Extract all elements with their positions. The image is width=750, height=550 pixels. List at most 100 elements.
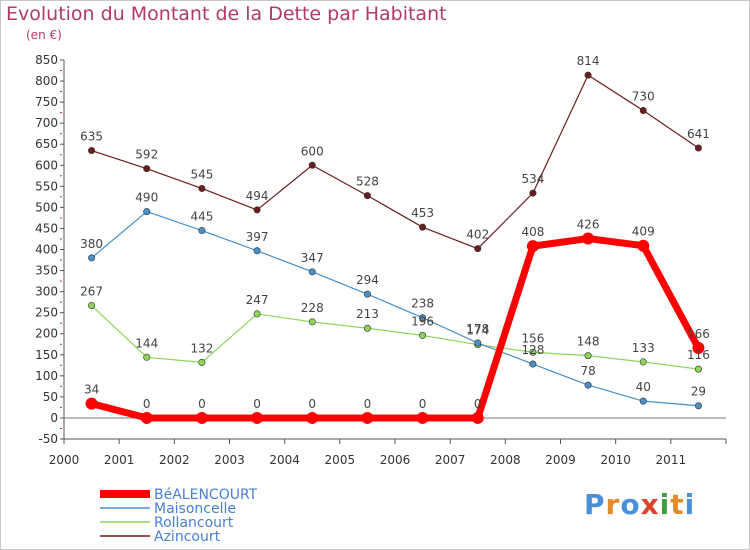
data-label: 178 (466, 322, 489, 336)
x-tick-label: 2010 (600, 453, 631, 467)
data-point (694, 365, 702, 373)
data-label: 641 (687, 127, 710, 141)
data-point (363, 290, 371, 298)
data-point (584, 71, 592, 79)
y-tick-label: 850 (35, 53, 58, 67)
x-tick-label: 2000 (49, 453, 80, 467)
data-label: 453 (411, 206, 434, 220)
data-point (419, 223, 427, 231)
data-label: 814 (577, 54, 600, 68)
y-tick-label: 600 (35, 158, 58, 172)
data-point (88, 302, 96, 310)
data-point (529, 189, 537, 197)
data-point (361, 411, 374, 424)
y-tick-label: 200 (35, 327, 58, 341)
y-tick-label: 700 (35, 116, 58, 130)
data-label: 116 (687, 348, 710, 362)
logo-letter: t (670, 488, 685, 521)
chart-title: Evolution du Montant de la Dette par Hab… (6, 3, 447, 25)
logo-letter: P (584, 488, 606, 521)
data-label: 0 (253, 397, 261, 411)
data-point (694, 144, 702, 152)
data-point (85, 397, 98, 410)
data-label: 34 (84, 383, 99, 397)
logo-letter: x (640, 488, 660, 521)
y-tick-label: 750 (35, 95, 58, 109)
data-label: 128 (521, 343, 544, 357)
data-label: 426 (577, 218, 600, 232)
data-point (88, 147, 96, 155)
logo-letter: i (659, 488, 671, 521)
x-tick-label: 2005 (325, 453, 356, 467)
data-point (363, 192, 371, 200)
data-point (363, 324, 371, 332)
proxiti-logo: Proxiti (584, 488, 695, 521)
data-point (529, 360, 537, 368)
chart-unit: (en €) (26, 28, 62, 42)
data-label: 445 (190, 210, 213, 224)
series-line-azincourt (90, 74, 700, 250)
x-tick-label: 2002 (159, 453, 190, 467)
data-point (637, 239, 650, 252)
data-point (140, 411, 153, 424)
data-point (582, 232, 595, 245)
data-point (584, 381, 592, 389)
axes: -500501001502002503003504004505005506006… (35, 53, 727, 467)
data-label: 247 (246, 293, 269, 307)
x-tick-label: 2006 (380, 453, 411, 467)
x-tick-label: 2004 (269, 453, 300, 467)
data-point (419, 314, 427, 322)
data-label: 528 (356, 175, 379, 189)
data-label: 730 (632, 90, 655, 104)
data-label: 635 (80, 130, 103, 144)
x-tick-label: 2008 (490, 453, 521, 467)
data-point (198, 227, 206, 235)
legend-label: BéALENCOURT (154, 487, 258, 503)
y-tick-label: 650 (35, 137, 58, 151)
data-label: 409 (632, 225, 655, 239)
data-label: 545 (190, 167, 213, 181)
y-tick-label: 0 (50, 411, 58, 425)
data-point (253, 206, 261, 214)
x-tick-label: 2003 (214, 453, 245, 467)
data-label: 267 (80, 285, 103, 299)
data-label: 144 (135, 336, 158, 350)
y-tick-label: 400 (35, 243, 58, 257)
data-point (198, 358, 206, 366)
data-point (253, 247, 261, 255)
data-labels: 635 592 545 494 600 528 453 402 534 814 730 641 267 1… (80, 54, 710, 411)
data-label: 402 (466, 228, 489, 242)
data-label: 78 (580, 364, 595, 378)
data-point (526, 240, 539, 253)
data-point (584, 352, 592, 360)
data-point (639, 397, 647, 405)
data-label: 156 (521, 331, 544, 345)
data-point (474, 245, 482, 253)
logo-letter: r (605, 488, 621, 521)
data-point (308, 161, 316, 169)
data-point (253, 310, 261, 318)
logo-letter: i (684, 488, 696, 521)
data-label: 347 (301, 251, 324, 265)
series-line-maisoncelle (90, 211, 700, 407)
x-tick-label: 2001 (104, 453, 135, 467)
data-label: 174 (466, 324, 489, 338)
y-tick-label: 450 (35, 221, 58, 235)
data-label: 29 (691, 385, 706, 399)
data-label: 294 (356, 273, 379, 287)
data-label: 213 (356, 307, 379, 321)
data-label: 0 (419, 397, 427, 411)
data-label: 534 (521, 172, 544, 186)
y-tick-label: -50 (38, 432, 58, 446)
data-label: 380 (80, 237, 103, 251)
legend-label: Azincourt (154, 529, 221, 545)
data-label: 592 (135, 148, 158, 162)
data-label: 40 (636, 380, 651, 394)
data-point (694, 402, 702, 410)
y-tick-label: 300 (35, 285, 58, 299)
data-label: 228 (301, 301, 324, 315)
series-line-rollancourt (90, 304, 700, 370)
y-tick-label: 350 (35, 264, 58, 278)
